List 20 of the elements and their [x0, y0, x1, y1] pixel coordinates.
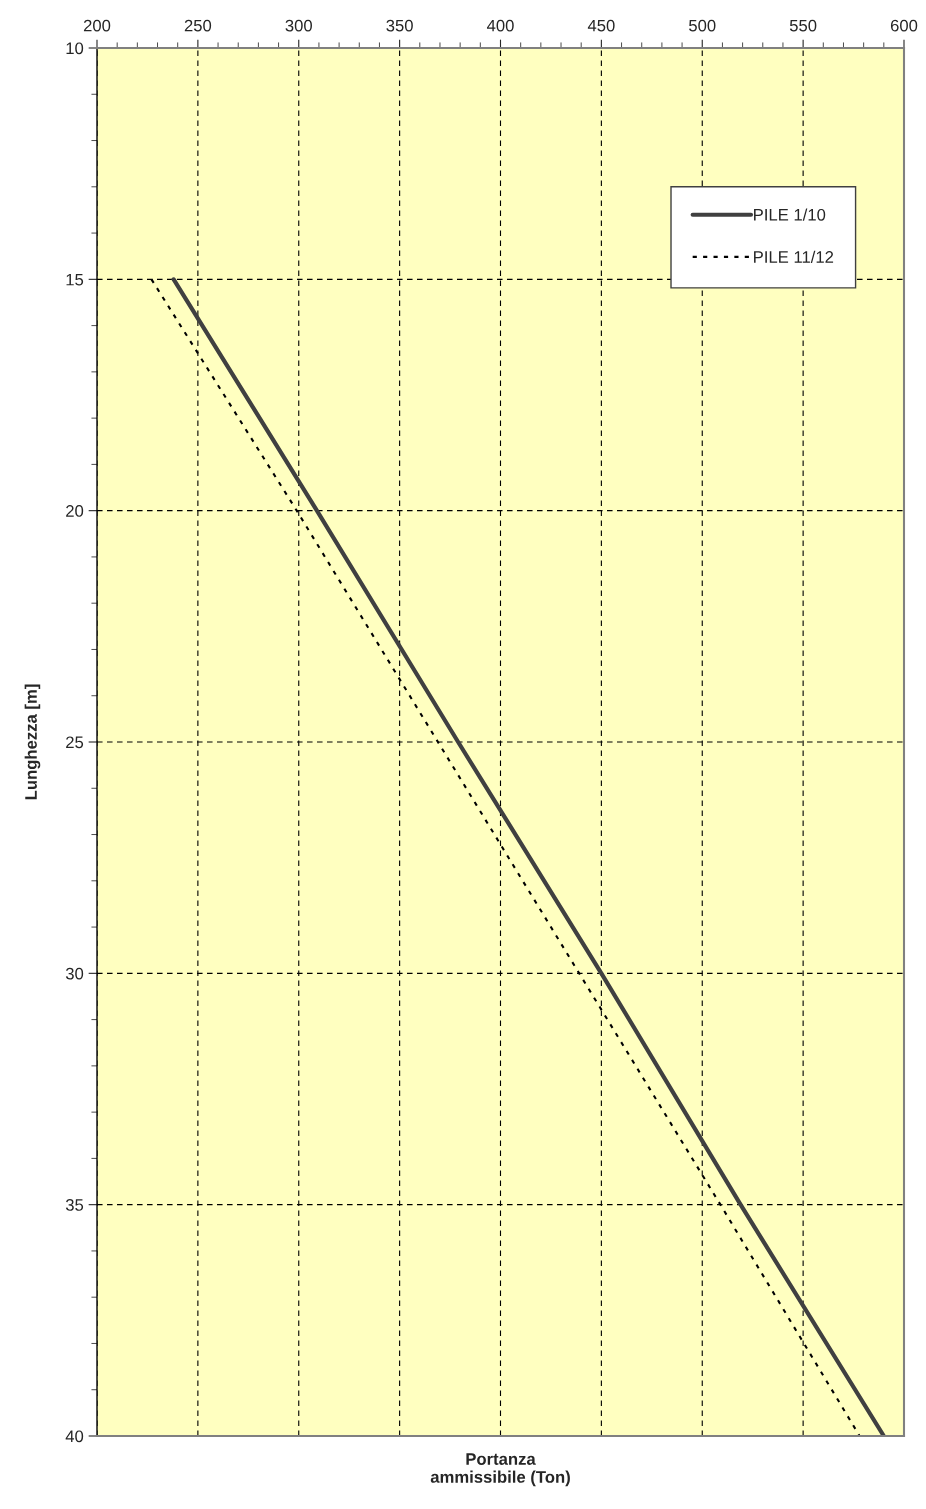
x-axis-title: Portanza ammissibile (Ton) — [430, 1453, 570, 1487]
legend-label: PILE 1/10 — [754, 208, 826, 221]
x-tick-label: 250 — [184, 19, 212, 32]
y-tick-label: 35 — [65, 1199, 84, 1211]
x-tick-label: 600 — [890, 19, 918, 32]
legend-label: PILE 11/12 — [754, 250, 834, 263]
x-tick-label: 500 — [689, 19, 716, 32]
y-tick-label: 30 — [65, 967, 84, 980]
y-tick-label: 40 — [65, 1430, 84, 1443]
y-tick-label: 25 — [66, 736, 84, 749]
x-tick-label: 450 — [587, 19, 615, 32]
y-axis-title: Lunghezza [m] — [24, 684, 41, 800]
y-tick-label: 20 — [66, 505, 84, 517]
x-tick-label: 400 — [486, 19, 514, 32]
x-tick-label: 350 — [386, 19, 413, 32]
x-tick-label: 200 — [83, 19, 111, 32]
y-tick-label: 10 — [66, 42, 84, 55]
y-tick-label: 15 — [66, 273, 84, 286]
x-tick-label: 300 — [285, 19, 312, 32]
x-tick-label: 550 — [789, 19, 817, 32]
